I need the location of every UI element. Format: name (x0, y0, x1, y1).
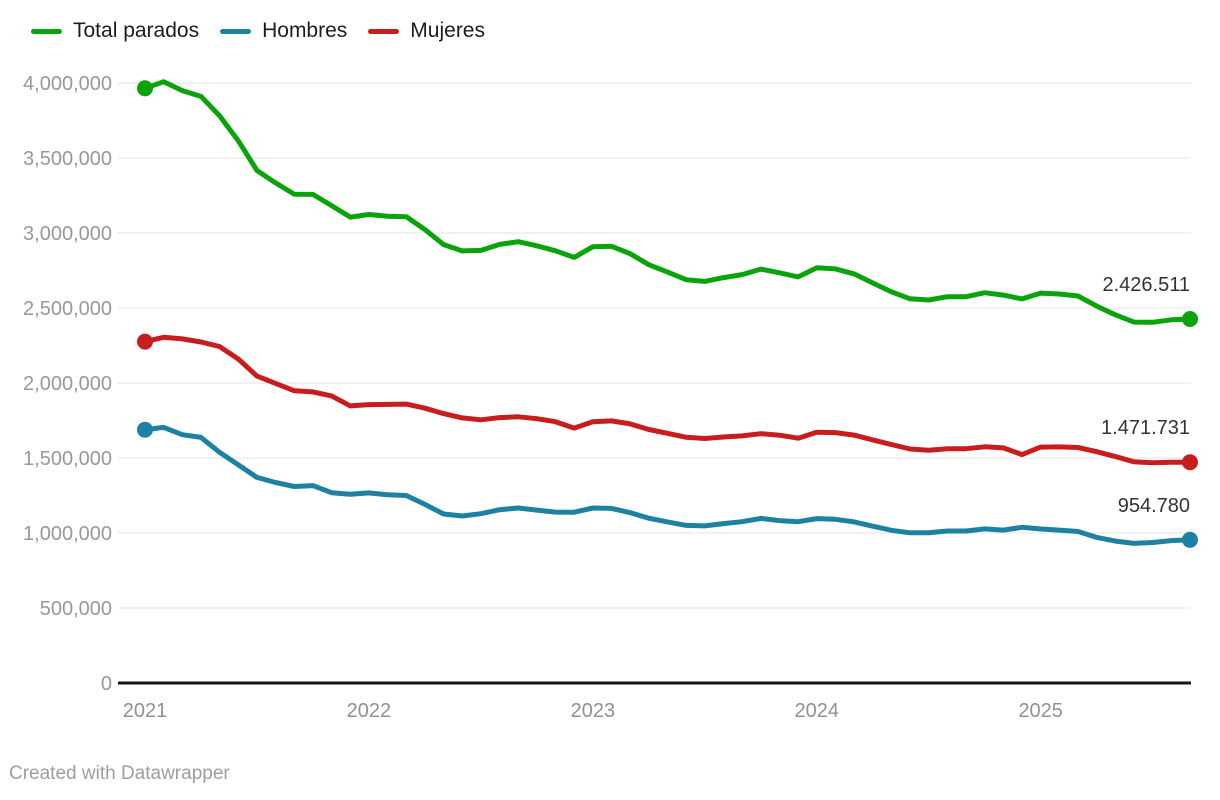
series-line-total-parados[interactable] (142, 79, 1193, 325)
series-end-dot-total-parados[interactable] (1182, 311, 1198, 327)
legend-swatch-0 (31, 28, 62, 34)
y-axis-tick-label: 500,000 (40, 598, 112, 620)
y-axis-labels-group: 0 500,000 1,000,000 1,500,000 2,000,000 2,500… (23, 73, 112, 695)
legend-label-mujeres: Mujeres (410, 19, 485, 42)
series-end-value-label-mujeres: 1.471.731 (1101, 417, 1190, 439)
y-axis-tick-label: 2,500,000 (23, 298, 112, 320)
y-axis-tick-label: 1,500,000 (23, 448, 112, 470)
line-chart: 0 500,000 1,000,000 1,500,000 2,000,000 2,500… (23, 73, 1198, 722)
x-axis-tick-label: 2024 (795, 700, 840, 722)
legend-item-hombres: Hombres (220, 18, 347, 44)
legend-item-total-parados: Total parados (31, 18, 199, 44)
legend-label-hombres: Hombres (262, 19, 348, 42)
series-end-value-label-total-parados: 2.426.511 (1103, 274, 1191, 296)
legend-swatch-1 (220, 28, 252, 34)
x-axis-tick-label: 2023 (571, 700, 616, 722)
x-axis-tick-label: 2022 (347, 700, 392, 722)
datawrapper-attribution[interactable]: Created with Datawrapper (9, 763, 230, 784)
series-group: 2.426.511 954.780 1.471.731 (137, 79, 1198, 548)
y-axis-tick-label: 4,000,000 (23, 73, 112, 95)
y-axis-tick-label: 3,500,000 (23, 148, 112, 170)
x-axis-labels-group: 2021 2022 2023 2024 2025 (123, 700, 1063, 722)
series-line-mujeres[interactable] (142, 334, 1193, 466)
x-axis-tick-label: 2025 (1018, 700, 1063, 722)
series-end-dot-mujeres[interactable] (1182, 454, 1198, 471)
y-axis-tick-label: 0 (101, 673, 112, 695)
y-axis-tick-label: 1,000,000 (23, 523, 112, 545)
legend: Total parados Hombres Mujeres (31, 18, 485, 44)
series-end-dot-hombres[interactable] (1182, 531, 1198, 548)
gridlines-group (118, 82, 1191, 685)
series-start-dot-total-parados[interactable] (137, 80, 153, 97)
legend-swatch-2 (368, 28, 400, 34)
y-axis-tick-label: 3,000,000 (23, 223, 112, 245)
legend-item-mujeres: Mujeres (368, 18, 485, 44)
x-axis-tick-label: 2021 (123, 700, 168, 722)
series-end-value-label-hombres: 954.780 (1118, 495, 1190, 517)
series-start-dot-mujeres[interactable] (137, 333, 153, 350)
series-line-hombres[interactable] (142, 424, 1193, 546)
y-axis-tick-label: 2,000,000 (23, 373, 112, 395)
legend-label-total-parados: Total parados (73, 19, 200, 42)
series-start-dot-hombres[interactable] (137, 421, 153, 438)
